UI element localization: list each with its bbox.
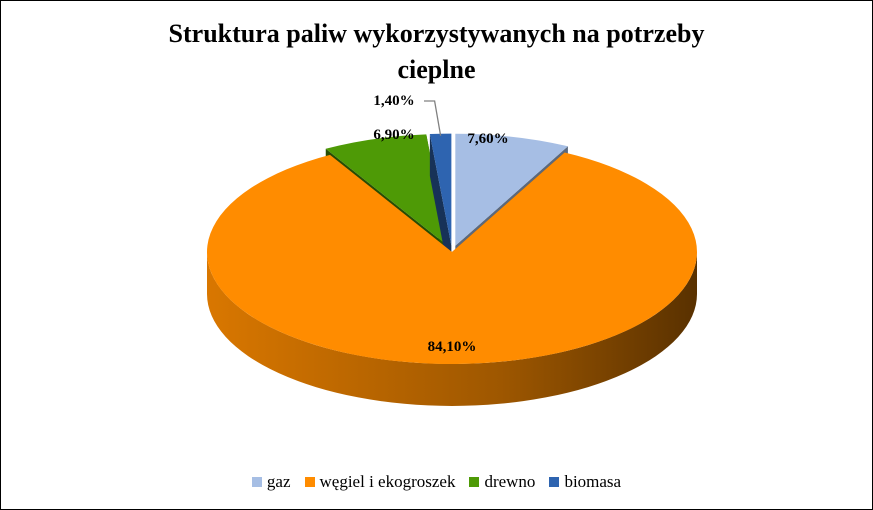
chart-title-line-1: Struktura paliw wykorzystywanych na potr… [168,19,705,48]
data-label-biomasa: 1,40% [373,93,414,109]
legend-swatch-gaz [251,477,262,487]
pie-slice-wegiel [206,152,697,406]
slice-top-drewno [325,134,448,246]
legend-label-gaz: gaz [266,472,291,491]
data-label-drewno: 6,90% [373,127,414,143]
slice-side-wegiel [207,252,697,406]
legend-label-biomasa: biomasa [564,472,622,491]
data-label-gaz: 7,60% [467,131,508,147]
legend-label-drewno: drewno [484,472,536,491]
legend-swatch-wegiel [304,477,315,487]
chart-legend: gaz węgiel i ekogroszek drewno biomasa [0,472,873,492]
legend-item-biomasa: biomasa [549,472,621,492]
legend-item-gaz: gaz [251,472,291,492]
slice-top-gaz [455,133,568,246]
legend-swatch-drewno [469,477,480,487]
data-label-wegiel: 84,10% [428,339,477,355]
leader-line-biomasa [424,100,442,136]
legend-item-drewno: drewno [469,472,535,492]
chart-title-line-2: cieplne [397,55,476,84]
chart-title: Struktura paliw wykorzystywanych na potr… [0,16,873,88]
legend-swatch-biomasa [549,477,560,487]
legend-label-wegiel: węgiel i ekogroszek [319,472,456,491]
slice-top-biomasa [429,133,452,246]
legend-item-wegiel: węgiel i ekogroszek [304,472,456,492]
slice-top-wegiel [206,152,697,364]
